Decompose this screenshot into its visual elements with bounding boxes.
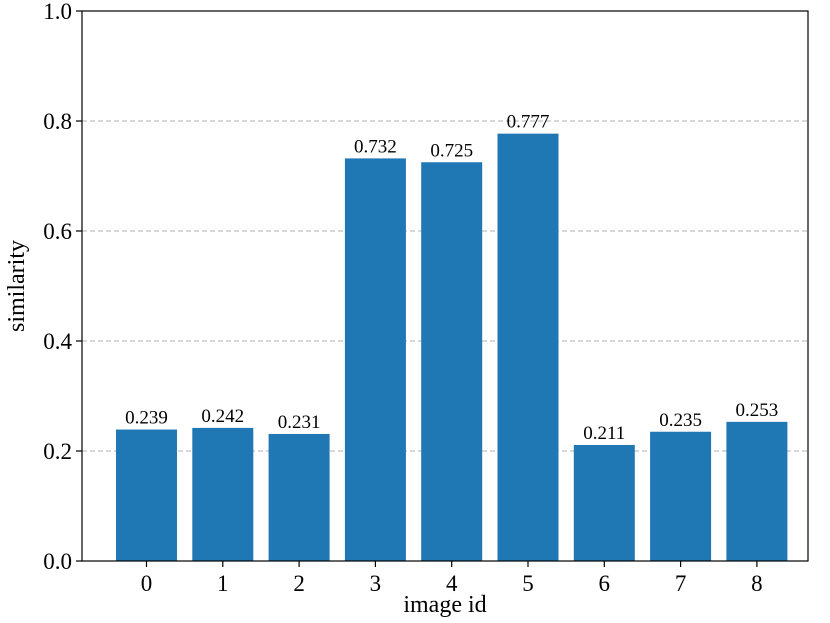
- x-tick-label: 2: [293, 571, 305, 596]
- bar-6: [573, 444, 635, 561]
- bar-value-label: 0.231: [278, 412, 321, 433]
- x-axis-label: image id: [403, 592, 486, 618]
- bar-7: [650, 431, 712, 561]
- bars: [116, 133, 788, 561]
- bar-1: [192, 427, 254, 561]
- bar-value-label: 0.725: [430, 140, 473, 161]
- plot-frame: [81, 10, 809, 562]
- y-axis-label: similarity: [4, 240, 30, 332]
- x-tick-label: 5: [522, 571, 534, 596]
- bar-3: [344, 158, 406, 561]
- bar-value-label: 0.253: [736, 400, 779, 421]
- x-tick-label: 6: [599, 571, 611, 596]
- bar-value-label: 0.777: [507, 112, 550, 133]
- y-tick-label: 0.0: [43, 549, 72, 574]
- x-axis-ticks: 0 1 2 3 4 5 6 7 8: [141, 561, 763, 596]
- y-tick-label: 0.4: [43, 329, 72, 354]
- data-labels: 0.239 0.242 0.231 0.732 0.725 0.777 0.211 0.235…: [125, 112, 778, 444]
- bar-5: [497, 133, 559, 561]
- bar-value-label: 0.235: [659, 410, 702, 431]
- bar-value-label: 0.732: [354, 136, 397, 157]
- x-tick-label: 0: [141, 571, 153, 596]
- y-axis-ticks: 0.0 0.2 0.4 0.6 0.8 1.0: [43, 0, 82, 574]
- bar-value-label: 0.242: [201, 406, 244, 427]
- x-tick-label: 3: [370, 571, 382, 596]
- bar-8: [726, 421, 788, 561]
- x-tick-label: 8: [751, 571, 763, 596]
- bar-value-label: 0.239: [125, 408, 168, 429]
- y-tick-label: 0.8: [43, 109, 72, 134]
- y-tick-label: 0.2: [43, 439, 72, 464]
- x-tick-label: 4: [446, 571, 458, 596]
- y-tick-label: 0.6: [43, 219, 72, 244]
- bar-4: [421, 162, 483, 561]
- y-tick-label: 1.0: [43, 0, 72, 24]
- bar-value-label: 0.211: [583, 423, 625, 444]
- x-tick-label: 7: [675, 571, 687, 596]
- bar-0: [116, 429, 177, 561]
- x-tick-label: 1: [217, 571, 229, 596]
- bar-2: [268, 433, 330, 561]
